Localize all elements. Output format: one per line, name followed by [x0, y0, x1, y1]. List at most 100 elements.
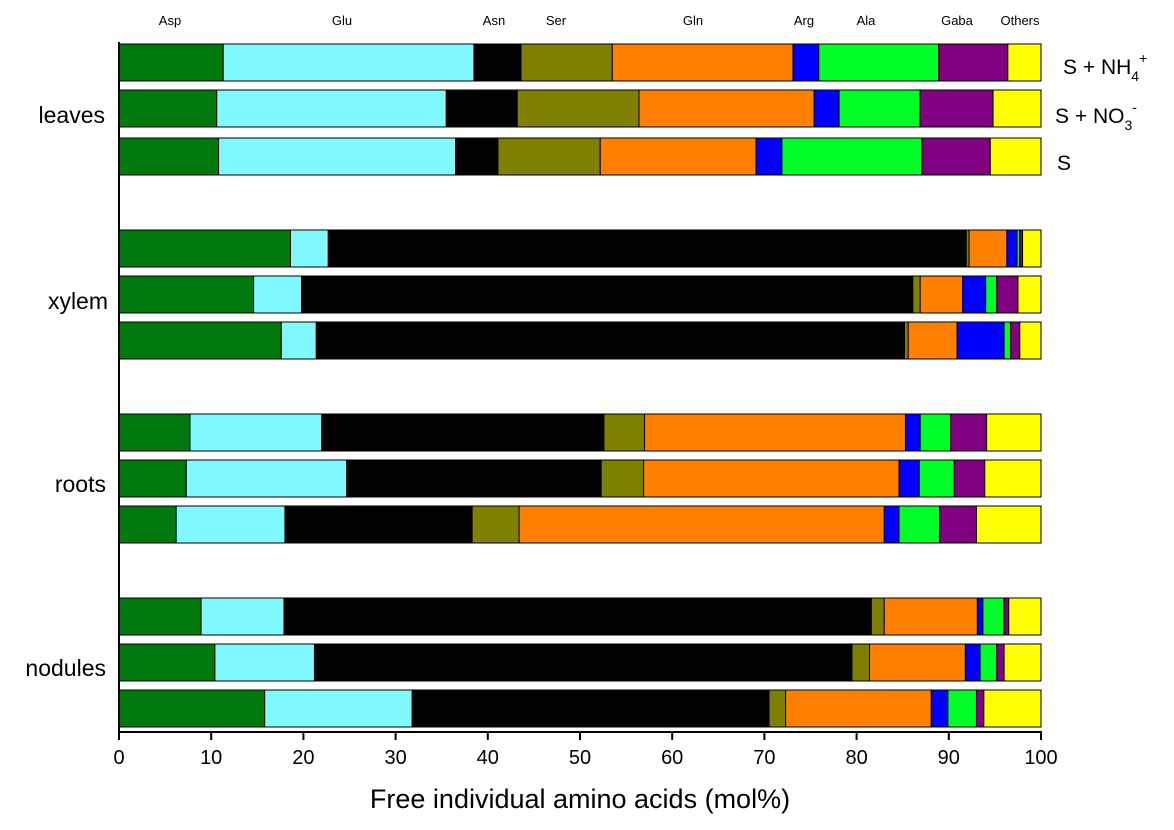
bar-segment-nodules-2-asn [313, 643, 853, 682]
x-tick-label: 30 [384, 747, 406, 769]
group-label-nodules: nodules [25, 655, 106, 681]
bar-segment-roots-1-glu [189, 413, 323, 452]
x-tick-label: 10 [200, 747, 222, 769]
bar-segment-leaves-1-ser [520, 43, 613, 82]
bar-segment-nodules-1-others [1008, 597, 1042, 636]
bar-segment-roots-3-arg [883, 505, 900, 544]
bar-segment-nodules-2-gln [869, 643, 966, 682]
bar-segment-roots-3-glu [175, 505, 286, 544]
bar-segment-leaves-3-ser [497, 137, 601, 176]
bar-segment-leaves-3-asp [118, 137, 220, 176]
bar-segment-leaves-3-others [989, 137, 1042, 176]
treatment-label-sup: + [1139, 50, 1147, 66]
bar-segment-roots-2-asn [346, 459, 602, 498]
group-label-leaves: leaves [39, 102, 105, 128]
category-label-others: Others [1000, 13, 1040, 28]
bar-segment-nodules-3-others [983, 689, 1042, 728]
bar-segment-nodules-3-gaba [975, 689, 985, 728]
bar-segment-leaves-1-gaba [938, 43, 1009, 82]
bar-segment-leaves-2-gln [638, 89, 815, 128]
bar-segment-xylem-3-gaba [1010, 321, 1021, 360]
bar-segment-roots-2-glu [185, 459, 348, 498]
bar-segment-roots-3-gaba [939, 505, 977, 544]
x-tick-label: 100 [1024, 747, 1057, 769]
treatment-label-s-no3: S + NO3- [1055, 99, 1137, 133]
bar-segment-roots-1-others [986, 413, 1042, 452]
category-label-ser: Ser [546, 13, 567, 28]
bar-segment-roots-1-asp [118, 413, 191, 452]
x-tick-label: 20 [292, 747, 314, 769]
bar-segment-leaves-2-glu [216, 89, 447, 128]
bar-segment-roots-1-gln [644, 413, 906, 452]
bar-segment-nodules-2-glu [214, 643, 315, 682]
bar-segment-nodules-2-asp [118, 643, 216, 682]
bar-segment-xylem-3-ala [1003, 321, 1012, 360]
bar-segment-nodules-2-gaba [996, 643, 1005, 682]
x-axis-title: Free individual amino acids (mol%) [370, 784, 790, 814]
category-label-gln: Gln [683, 13, 703, 28]
bar-segment-nodules-1-asp [118, 597, 202, 636]
bar-segment-leaves-2-asn [445, 89, 518, 128]
bar-segment-nodules-3-asp [118, 689, 266, 728]
bar-segment-leaves-3-arg [755, 137, 783, 176]
bar-segment-leaves-1-asn [473, 43, 522, 82]
x-axis-ticks: 0 10 20 30 40 50 60 70 80 90 100 [113, 732, 1058, 769]
bar-segment-roots-1-ser [603, 413, 646, 452]
bar-segment-xylem-2-arg [962, 275, 987, 314]
bar-segment-xylem-2-gaba [996, 275, 1019, 314]
bar-segment-roots-3-ala [898, 505, 941, 544]
bar-segment-xylem-1-gln [968, 229, 1008, 268]
bar-segment-roots-3-gln [518, 505, 885, 544]
bar-segment-roots-2-ser [600, 459, 645, 498]
bar-segment-xylem-2-ser [912, 275, 921, 314]
bar-segment-leaves-2-others [992, 89, 1042, 128]
bar-segment-xylem-2-asn [301, 275, 914, 314]
bar-segment-leaves-2-arg [813, 89, 840, 128]
bar-segment-roots-1-gaba [950, 413, 988, 452]
bar-segment-roots-3-asp [118, 505, 177, 544]
category-label-ala: Ala [857, 13, 877, 28]
bar-segment-roots-3-others [975, 505, 1042, 544]
group-label-xylem: xylem [48, 288, 108, 314]
bar-segment-leaves-3-asn [455, 137, 499, 176]
bar-segment-nodules-3-ser [768, 689, 787, 728]
bar-segment-nodules-1-asn [283, 597, 872, 636]
bar-segment-nodules-3-asn [411, 689, 770, 728]
bar-segment-nodules-3-gln [785, 689, 932, 728]
bar-segment-roots-2-arg [898, 459, 920, 498]
x-tick-label: 70 [753, 747, 775, 769]
bar-segment-leaves-1-glu [222, 43, 475, 82]
bar-segment-roots-2-asp [118, 459, 187, 498]
bar-segment-xylem-2-asp [118, 275, 255, 314]
x-tick-label: 60 [661, 747, 683, 769]
bar-segment-roots-2-others [984, 459, 1042, 498]
category-label-glu: Glu [332, 13, 352, 28]
treatment-label-sub: 3 [1124, 117, 1132, 133]
bar-segment-leaves-2-ser [516, 89, 640, 128]
bar-segment-leaves-3-glu [218, 137, 457, 176]
bar-segment-xylem-1-arg [1006, 229, 1018, 268]
bar-segment-xylem-3-glu [280, 321, 317, 360]
x-tick-label: 50 [569, 747, 591, 769]
bar-segment-xylem-2-others [1017, 275, 1042, 314]
bar-segment-nodules-2-ser [851, 643, 871, 682]
bar-segment-leaves-1-others [1007, 43, 1042, 82]
bar-segment-roots-2-gaba [953, 459, 986, 498]
treatment-label-sub: 4 [1131, 68, 1139, 84]
x-tick-label: 0 [113, 747, 124, 769]
bar-segment-xylem-1-asp [118, 229, 291, 268]
treatment-label-base: S + NH [1063, 56, 1131, 79]
bar-segment-nodules-3-ala [947, 689, 977, 728]
bar-segment-nodules-1-ala [982, 597, 1005, 636]
bar-segment-xylem-3-gln [907, 321, 958, 360]
bar-segment-xylem-1-asn [327, 229, 967, 268]
bar-segment-nodules-1-glu [200, 597, 285, 636]
bar-segment-xylem-3-asp [118, 321, 282, 360]
bar-segment-leaves-3-ala [781, 137, 923, 176]
bar-segment-nodules-2-arg [964, 643, 981, 682]
bar-segment-roots-1-ala [919, 413, 952, 452]
bar-segment-xylem-3-others [1019, 321, 1042, 360]
bar-segment-leaves-1-gln [611, 43, 794, 82]
bar-segment-nodules-3-glu [264, 689, 413, 728]
